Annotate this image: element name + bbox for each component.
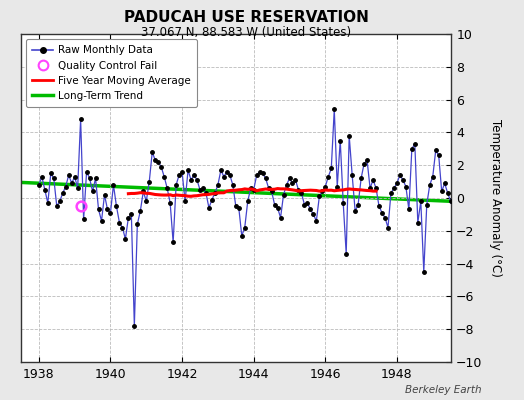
Text: Berkeley Earth: Berkeley Earth (406, 385, 482, 395)
Legend: Raw Monthly Data, Quality Control Fail, Five Year Moving Average, Long-Term Tren: Raw Monthly Data, Quality Control Fail, … (26, 39, 198, 107)
Text: 37.067 N, 88.583 W (United States): 37.067 N, 88.583 W (United States) (141, 26, 352, 39)
Y-axis label: Temperature Anomaly (°C): Temperature Anomaly (°C) (489, 119, 502, 277)
Text: PADUCAH USE RESERVATION: PADUCAH USE RESERVATION (124, 10, 369, 25)
